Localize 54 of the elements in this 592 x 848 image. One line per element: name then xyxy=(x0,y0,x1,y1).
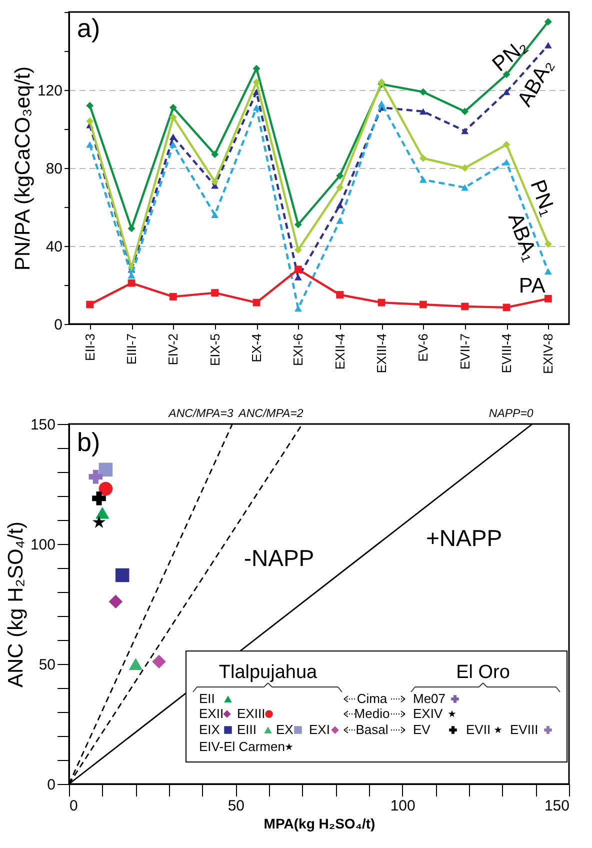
y-tick-label: 100 xyxy=(30,536,56,554)
x-tick-label: EII-3 xyxy=(82,334,98,361)
x-tick-label: EIX-5 xyxy=(207,334,222,366)
legend-label: EX xyxy=(276,722,294,737)
x-axis-title: MPA(kg H₂SO₄/t) xyxy=(264,816,376,832)
series-label: ANC/MPA=2 xyxy=(238,408,304,420)
annotation: Medio xyxy=(354,706,390,721)
y-tick-label: 50 xyxy=(38,656,56,674)
x-tick-label: EXIV-8 xyxy=(540,334,556,374)
annotation: Basal xyxy=(356,722,388,737)
y-tick-label: 0 xyxy=(54,316,62,334)
legend-label: EV xyxy=(413,722,431,737)
x-tick-label: EXI-6 xyxy=(290,334,306,366)
annotation: b) xyxy=(77,427,100,457)
x-tick-label: 100 xyxy=(390,798,416,814)
x-tick-label: EXIII-4 xyxy=(374,334,389,374)
x-tick-label: 150 xyxy=(544,798,570,814)
x-tick-label: EVII-7 xyxy=(457,334,472,370)
y-tick-label: 120 xyxy=(37,82,62,100)
annotation: -NAPP xyxy=(244,545,314,571)
x-tick-label: 0 xyxy=(70,798,78,814)
x-tick-label: EVIII-4 xyxy=(499,334,514,374)
y-tick-label: 150 xyxy=(30,416,56,434)
legend-label: EVIII xyxy=(510,722,538,737)
y-tick-label: 0 xyxy=(47,776,56,794)
annotation: +NAPP xyxy=(426,525,502,551)
x-tick-label: EIII-7 xyxy=(124,334,139,365)
y-axis-title: PN/PA (kgCaCO₃eq/t) xyxy=(11,66,34,271)
legend-label: EIX xyxy=(199,722,220,737)
x-tick-label: EX-4 xyxy=(249,334,264,362)
legend-label: EIV-El Carmen xyxy=(199,739,285,754)
x-tick-label: EXII-4 xyxy=(332,334,348,370)
y-tick-label: 40 xyxy=(46,238,62,256)
x-tick-label: EV-6 xyxy=(416,334,431,362)
legend-label: EVII xyxy=(466,722,491,737)
annotation: El Oro xyxy=(456,662,510,683)
legend-label: EXI xyxy=(309,722,330,737)
y-tick-label: 80 xyxy=(46,160,62,178)
legend-label: EIII xyxy=(237,722,257,737)
legend-label: Me07 xyxy=(413,691,446,706)
annotation: Tlalpujahua xyxy=(218,662,318,683)
annotation: a) xyxy=(77,13,100,43)
series-label: ANC/MPA=3 xyxy=(168,408,234,420)
legend-label: EXIII xyxy=(237,706,266,721)
legend-label: EXIV xyxy=(413,706,443,721)
legend-label: EII xyxy=(199,691,215,706)
series-label: NAPP=0 xyxy=(488,408,534,420)
annotation: Cima xyxy=(356,691,388,706)
series-label: PA xyxy=(518,274,546,298)
legend-label: EXII xyxy=(199,706,224,721)
y-axis-title: ANC (kg H₂SO₄/t) xyxy=(4,521,28,688)
x-tick-label: 50 xyxy=(228,798,245,814)
text: PN₁ xyxy=(526,176,560,219)
x-tick-label: EIV-2 xyxy=(166,334,181,366)
